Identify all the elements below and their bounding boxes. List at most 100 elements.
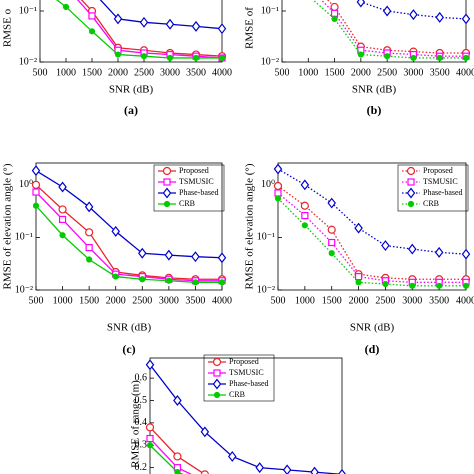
marker — [330, 2, 339, 12]
panel-label: (c) — [122, 342, 135, 356]
marker — [139, 16, 149, 28]
y-axis-label: RMSE of elevation angle (°) — [244, 163, 256, 289]
marker — [200, 426, 210, 438]
marker — [166, 54, 174, 62]
marker — [162, 166, 172, 176]
x-tick-label: 3500 — [185, 295, 205, 306]
marker — [163, 178, 171, 186]
legend-box — [397, 164, 469, 212]
marker — [338, 468, 346, 474]
marker — [62, 3, 70, 11]
legend-label: Phase-based — [229, 379, 269, 388]
legend-label: TSMUSIC — [179, 177, 214, 186]
y-tick-label: 10⁻¹ — [19, 5, 37, 16]
legend-label: TSMUSIC — [423, 177, 458, 186]
marker — [113, 13, 123, 25]
marker — [407, 200, 415, 208]
legend-label: CRB — [179, 199, 195, 208]
y-tick-label: 0.5 — [135, 395, 148, 406]
marker — [409, 282, 416, 289]
x-tick-label: 4000 — [456, 295, 474, 306]
y-axis-label: RMSE of elevation angle (°) — [2, 163, 14, 289]
x-tick-label: 3000 — [402, 295, 422, 306]
marker — [145, 359, 155, 371]
y-axis-label: RMSE of range (m) — [130, 380, 142, 468]
x-tick-label: 3000 — [403, 67, 423, 78]
legend-label: Proposed — [423, 166, 453, 175]
marker — [409, 9, 418, 21]
marker — [461, 13, 471, 25]
marker — [381, 240, 390, 252]
series-line — [357, 0, 467, 20]
marker — [111, 225, 120, 237]
x-tick-label: 1000 — [295, 295, 315, 306]
marker — [58, 215, 67, 224]
marker — [327, 197, 336, 209]
y-tick-label: 0.3 — [135, 440, 148, 451]
marker — [212, 357, 222, 367]
marker — [86, 256, 93, 263]
x-axis-label: SNR (dB) — [109, 84, 154, 96]
x-tick-label: 500 — [33, 67, 48, 78]
marker — [406, 166, 416, 176]
marker — [274, 189, 282, 197]
marker — [88, 28, 96, 35]
x-tick-label: 4000 — [212, 67, 232, 78]
marker — [84, 201, 94, 213]
x-tick-label: 1000 — [56, 67, 76, 78]
marker — [331, 15, 338, 22]
legend-label: Phase-based — [423, 188, 463, 197]
marker — [140, 53, 148, 60]
marker — [192, 279, 199, 286]
panel-label: (a) — [124, 103, 138, 117]
marker — [114, 51, 122, 58]
marker — [354, 222, 363, 234]
plot-frame — [35, 162, 223, 291]
series-line — [312, 0, 466, 59]
series-line — [277, 168, 467, 255]
marker — [59, 232, 66, 239]
marker — [382, 5, 392, 17]
marker — [138, 247, 147, 259]
series-line — [35, 170, 223, 259]
series-line — [35, 184, 222, 280]
marker — [146, 442, 154, 449]
marker — [435, 11, 444, 23]
marker — [408, 243, 417, 255]
marker — [146, 434, 154, 443]
x-tick-label: 3500 — [430, 67, 450, 78]
panel-label: (d) — [365, 342, 380, 356]
marker — [85, 244, 93, 252]
marker — [356, 0, 366, 8]
x-tick-label: 2500 — [377, 67, 397, 78]
marker — [85, 228, 94, 237]
marker — [218, 54, 226, 62]
marker — [212, 378, 222, 390]
marker — [32, 188, 40, 196]
x-tick-label: 4000 — [212, 295, 232, 306]
marker — [58, 181, 67, 193]
marker — [273, 181, 283, 191]
marker — [58, 205, 67, 214]
marker — [436, 282, 443, 289]
y-tick-label: 10⁻² — [15, 284, 33, 295]
series-line — [76, 0, 223, 59]
marker — [382, 280, 389, 288]
marker — [192, 54, 200, 62]
x-tick-label: 2000 — [108, 67, 128, 78]
series-line — [35, 205, 222, 283]
marker — [357, 51, 364, 58]
legend-label: CRB — [423, 199, 439, 208]
legend-label: CRB — [229, 390, 245, 399]
x-tick-label: 2500 — [134, 67, 154, 78]
marker — [310, 466, 319, 474]
marker — [112, 273, 119, 280]
y-tick-label: 10⁻¹ — [257, 232, 275, 243]
marker — [328, 250, 335, 257]
marker — [434, 246, 444, 258]
y-tick-label: 10⁻² — [261, 56, 279, 67]
series-line — [277, 185, 466, 280]
marker — [274, 195, 282, 202]
series-line — [149, 426, 206, 474]
